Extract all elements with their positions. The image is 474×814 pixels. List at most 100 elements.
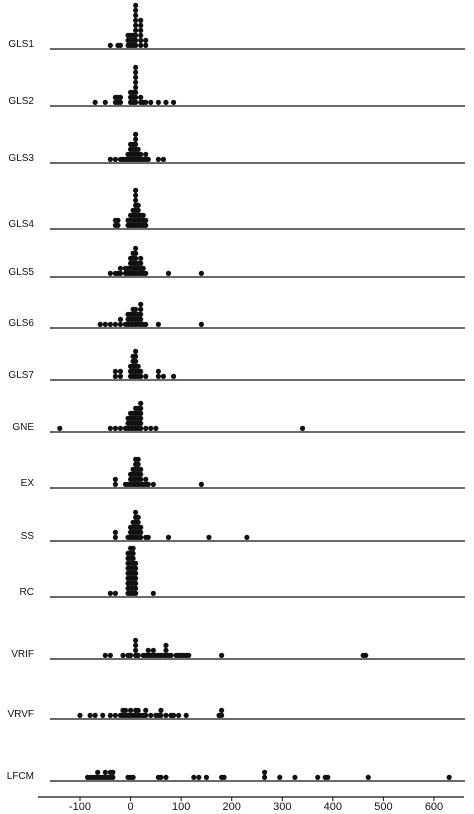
data-point xyxy=(107,425,113,431)
series-label: GNE xyxy=(12,422,34,433)
data-point xyxy=(198,321,204,327)
data-point xyxy=(135,519,141,526)
data-point xyxy=(219,712,225,719)
data-point xyxy=(165,270,172,276)
data-point xyxy=(138,534,144,541)
data-point xyxy=(155,99,161,105)
data-point xyxy=(133,187,139,193)
data-point xyxy=(112,321,118,327)
data-point xyxy=(133,353,139,359)
data-point xyxy=(112,368,118,374)
data-point xyxy=(133,74,139,80)
x-axis: -100 0 100 200 300 400 500 600 xyxy=(38,796,464,813)
data-point xyxy=(127,707,134,714)
data-point xyxy=(100,712,106,719)
data-point xyxy=(115,217,121,223)
data-point xyxy=(138,476,144,482)
data-point xyxy=(133,37,139,44)
data-point xyxy=(365,774,371,781)
data-point xyxy=(122,707,129,714)
data-point xyxy=(133,99,139,105)
data-point xyxy=(198,481,204,487)
data-point xyxy=(138,151,144,157)
data-point xyxy=(133,32,139,39)
data-point xyxy=(143,321,149,327)
series-label: GLS1 xyxy=(8,39,34,50)
data-point xyxy=(138,37,144,44)
data-point xyxy=(138,368,144,374)
data-point xyxy=(299,425,306,431)
panel-gls4: GLS4 xyxy=(8,187,465,230)
data-point xyxy=(170,99,177,105)
data-point xyxy=(196,774,202,781)
data-point xyxy=(117,373,124,379)
data-point xyxy=(138,410,144,416)
data-point xyxy=(112,481,118,487)
data-point xyxy=(138,471,144,477)
data-point xyxy=(107,590,113,597)
panel-vrvf: VRVF xyxy=(8,707,465,720)
data-point xyxy=(130,545,136,552)
data-point xyxy=(117,321,124,327)
data-point xyxy=(148,99,154,105)
panel-rc: RC xyxy=(20,545,465,598)
data-point xyxy=(112,373,118,379)
data-point xyxy=(117,265,124,271)
data-point xyxy=(138,415,144,421)
data-point xyxy=(145,481,151,487)
data-point xyxy=(133,89,139,95)
data-point xyxy=(97,321,103,327)
data-point xyxy=(133,570,139,577)
data-point xyxy=(446,774,452,781)
data-point xyxy=(261,774,268,781)
data-point xyxy=(112,590,118,597)
data-point xyxy=(115,222,121,228)
panel-gls6: GLS6 xyxy=(8,301,465,329)
data-point xyxy=(102,652,108,659)
data-point xyxy=(120,652,126,659)
data-point xyxy=(138,400,144,406)
data-point xyxy=(135,514,141,521)
data-point xyxy=(77,712,83,719)
data-point xyxy=(133,42,139,49)
data-point xyxy=(133,560,139,567)
data-point xyxy=(244,534,250,541)
data-point xyxy=(133,64,139,70)
x-tick-label: 300 xyxy=(273,801,291,813)
data-point xyxy=(153,425,159,431)
data-point xyxy=(133,245,139,251)
data-point xyxy=(133,509,139,515)
data-point xyxy=(133,580,139,587)
data-point xyxy=(277,774,283,781)
data-point xyxy=(133,306,139,312)
data-point xyxy=(143,37,149,44)
data-point xyxy=(148,712,154,719)
data-point xyxy=(133,141,139,147)
panel-gls2: GLS2 xyxy=(8,64,465,107)
data-point xyxy=(143,217,149,223)
data-point xyxy=(133,348,139,354)
data-point xyxy=(107,42,113,49)
data-point xyxy=(150,590,156,597)
x-tick-label: 100 xyxy=(172,801,190,813)
data-point xyxy=(112,712,118,719)
series-label: GLS4 xyxy=(8,219,34,230)
data-point xyxy=(150,647,156,654)
panel-gls7: GLS7 xyxy=(8,348,465,381)
data-point xyxy=(170,373,177,379)
data-point xyxy=(163,774,169,781)
series-label: RC xyxy=(20,587,34,598)
data-point xyxy=(133,17,139,23)
data-point xyxy=(363,652,369,659)
data-point xyxy=(138,255,144,261)
panel-gls1: GLS1 xyxy=(8,2,465,50)
data-point xyxy=(143,42,149,49)
data-point xyxy=(143,707,149,714)
data-point xyxy=(138,27,144,33)
data-point xyxy=(87,712,93,719)
data-point xyxy=(143,373,149,379)
data-point xyxy=(155,373,161,379)
data-point xyxy=(135,202,141,208)
series-label: GLS2 xyxy=(8,96,34,107)
